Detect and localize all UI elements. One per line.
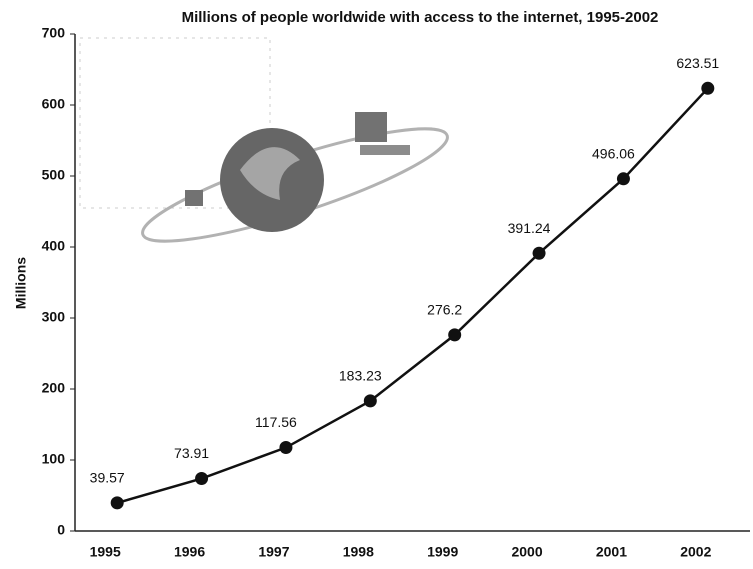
data-line [116, 87, 709, 505]
value-label: 276.2 [427, 302, 462, 318]
value-label: 117.56 [255, 414, 297, 430]
value-label: 183.23 [339, 368, 382, 384]
data-point [363, 394, 377, 408]
x-tick-label: 2002 [680, 544, 711, 560]
data-point [701, 81, 715, 95]
y-tick-label: 400 [42, 238, 66, 254]
y-tick-label: 500 [42, 167, 66, 183]
value-label: 39.57 [90, 470, 125, 486]
data-point [532, 246, 546, 260]
x-tick-label: 1997 [258, 544, 289, 560]
data-point [279, 441, 293, 455]
value-label: 496.06 [592, 146, 635, 162]
y-tick-label: 600 [42, 96, 66, 112]
computer-small [185, 190, 203, 206]
x-tick-label: 1995 [90, 544, 121, 560]
data-point [110, 496, 124, 510]
y-tick-label: 100 [42, 451, 66, 467]
data-point [616, 172, 630, 186]
y-tick-label: 200 [42, 380, 66, 396]
globe-swirl [240, 147, 300, 200]
data-point [195, 472, 209, 486]
computer-base [360, 145, 410, 155]
y-tick-label: 300 [42, 309, 66, 325]
value-label: 73.91 [174, 445, 209, 461]
y-tick-label: 0 [57, 522, 65, 538]
computer [355, 112, 387, 142]
value-label: 391.24 [508, 220, 551, 236]
illustration [79, 37, 449, 243]
y-axis-label: Millions [13, 257, 29, 309]
x-tick-label: 1998 [343, 544, 374, 560]
value-label: 623.51 [676, 55, 719, 71]
chart-title: Millions of people worldwide with access… [182, 9, 659, 26]
grid-sketch [79, 37, 271, 209]
x-tick-label: 2001 [596, 544, 627, 560]
x-tick-label: 2000 [511, 544, 542, 560]
y-tick-label: 700 [42, 25, 66, 41]
x-tick-label: 1999 [427, 544, 458, 560]
x-tick-label: 1996 [174, 544, 205, 560]
data-point [448, 328, 462, 342]
